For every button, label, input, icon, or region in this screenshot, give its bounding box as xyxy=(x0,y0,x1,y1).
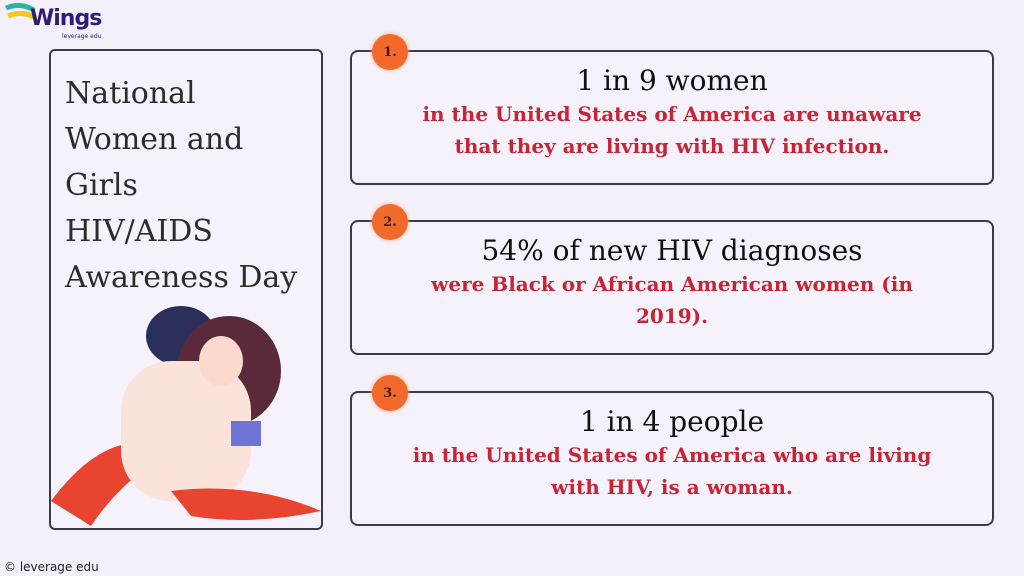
stat-body: in the United States of America are unaw… xyxy=(422,102,922,158)
stat-card-2: 2. 54% of new HIV diagnoses were Black o… xyxy=(350,204,994,355)
title-panel: National Women and Girls HIV/AIDS Awaren… xyxy=(49,49,323,530)
number-badge: 3. xyxy=(372,375,408,411)
wings-logo: Wings leverage edu xyxy=(4,2,114,48)
wings-swoosh-icon xyxy=(5,2,38,21)
number-badge: 1. xyxy=(372,34,408,70)
logo-subtext: leverage edu xyxy=(62,33,102,40)
footer-copyright: © leverage edu xyxy=(4,560,99,574)
stat-heading: 1 in 4 people xyxy=(579,405,765,438)
page-title: National Women and Girls HIV/AIDS Awaren… xyxy=(65,76,298,295)
stat-heading: 54% of new HIV diagnoses xyxy=(481,234,863,267)
stat-body: in the United States of America who are … xyxy=(412,443,932,499)
stat-body: were Black or African American women (in… xyxy=(431,272,913,328)
stat-card-3: 3. 1 in 4 people in the United States of… xyxy=(350,375,994,526)
number-badge: 2. xyxy=(372,204,408,240)
logo-text: Wings xyxy=(30,6,102,31)
stat-heading: 1 in 9 women xyxy=(576,64,768,97)
hug-illustration xyxy=(51,306,321,526)
stat-card-1: 1. 1 in 9 women in the United States of … xyxy=(350,34,994,185)
